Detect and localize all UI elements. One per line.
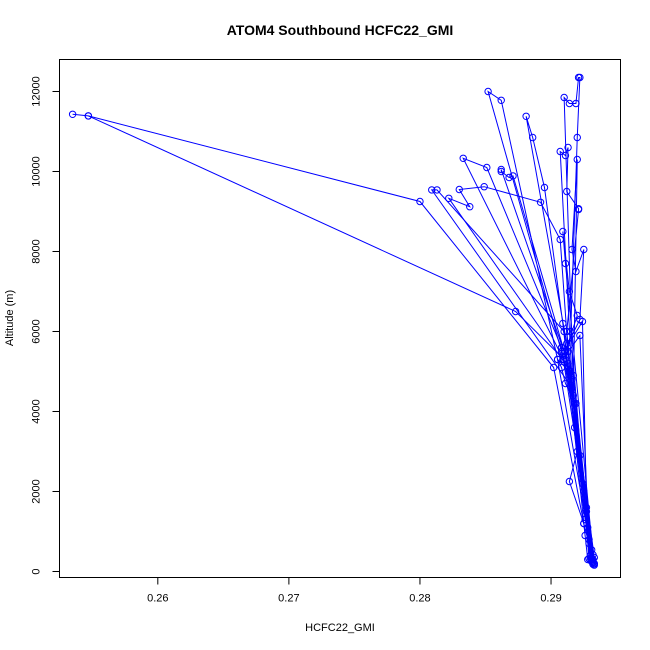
data-point (569, 371, 578, 380)
series-line (563, 159, 595, 566)
series-line (88, 115, 594, 565)
data-point (563, 187, 571, 196)
data-point (576, 73, 584, 82)
y-axis-label: Altitude (m) (4, 290, 16, 346)
data-point (573, 155, 581, 164)
x-tick-label: 0.26 (147, 593, 168, 605)
data-point (459, 154, 467, 163)
y-tick-label: 12000 (31, 76, 43, 107)
series-11 (559, 227, 597, 559)
data-point (568, 375, 576, 384)
data-point (564, 143, 572, 152)
data-point (480, 183, 488, 191)
data-point (559, 227, 567, 236)
series-layer (68, 73, 598, 569)
data-point (589, 558, 597, 566)
y-tick-label: 8000 (31, 239, 43, 263)
y-tick-label: 2000 (31, 479, 43, 503)
data-point (536, 198, 545, 207)
data-point (557, 363, 566, 372)
data-point (580, 245, 588, 254)
data-point (580, 519, 588, 528)
data-point (559, 355, 567, 364)
data-point (466, 203, 474, 211)
series-line (562, 231, 594, 555)
chart-title: ATOM4 Southbound HCFC22_GMI (227, 22, 454, 38)
y-tick-label: 4000 (31, 399, 43, 423)
data-point (573, 311, 581, 320)
data-point (455, 185, 463, 194)
data-point (561, 379, 570, 388)
y-tick-label: 6000 (31, 319, 43, 343)
data-point (416, 197, 424, 206)
series-10 (560, 155, 598, 569)
series-line (557, 359, 594, 563)
series-line (525, 116, 593, 560)
data-point (572, 267, 580, 276)
data-point (556, 147, 564, 156)
data-point (549, 363, 558, 372)
data-point (565, 477, 574, 486)
data-point (445, 194, 453, 203)
data-point (563, 327, 571, 336)
data-point (497, 165, 505, 174)
data-point (433, 186, 441, 194)
data-point (497, 167, 505, 176)
data-point (561, 151, 570, 160)
data-point (568, 245, 576, 254)
y-tick-label: 10000 (31, 156, 43, 187)
x-tick-label: 0.27 (278, 593, 299, 605)
data-point (553, 355, 562, 364)
y-tick-label: 0 (31, 568, 43, 574)
data-point (540, 183, 549, 192)
x-tick-label: 0.29 (540, 593, 561, 605)
data-point (483, 163, 491, 172)
data-point (84, 112, 93, 120)
data-point (573, 447, 581, 456)
x-axis-label: HCFC22_GMI (305, 622, 375, 634)
series-line (447, 186, 595, 564)
data-point (505, 173, 513, 182)
data-point (428, 186, 436, 194)
series-line (563, 77, 594, 562)
data-point (572, 399, 580, 408)
data-point (565, 287, 574, 296)
data-point (522, 112, 530, 121)
data-point (497, 96, 505, 105)
data-point (572, 99, 580, 108)
data-point (561, 259, 570, 268)
x-tick-label: 0.28 (409, 593, 430, 605)
data-point (528, 133, 537, 142)
series-0 (68, 110, 597, 564)
x-axis: 0.26 0.27 0.28 0.29 (147, 577, 562, 605)
series-13 (553, 355, 597, 566)
data-point (576, 331, 584, 340)
data-point (68, 110, 77, 119)
series-line (500, 169, 594, 563)
y-axis: 0 2000 4000 6000 8000 10000 12000 (31, 76, 60, 575)
data-point (578, 317, 587, 326)
data-point (573, 133, 581, 142)
data-point (590, 560, 598, 568)
data-point (484, 87, 492, 96)
data-point (509, 172, 517, 180)
data-point (574, 205, 583, 214)
data-point (560, 93, 568, 102)
